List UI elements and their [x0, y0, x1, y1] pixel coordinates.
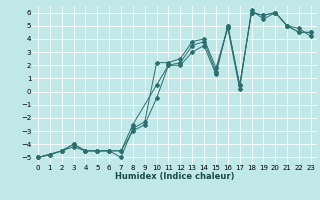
X-axis label: Humidex (Indice chaleur): Humidex (Indice chaleur): [115, 172, 234, 181]
